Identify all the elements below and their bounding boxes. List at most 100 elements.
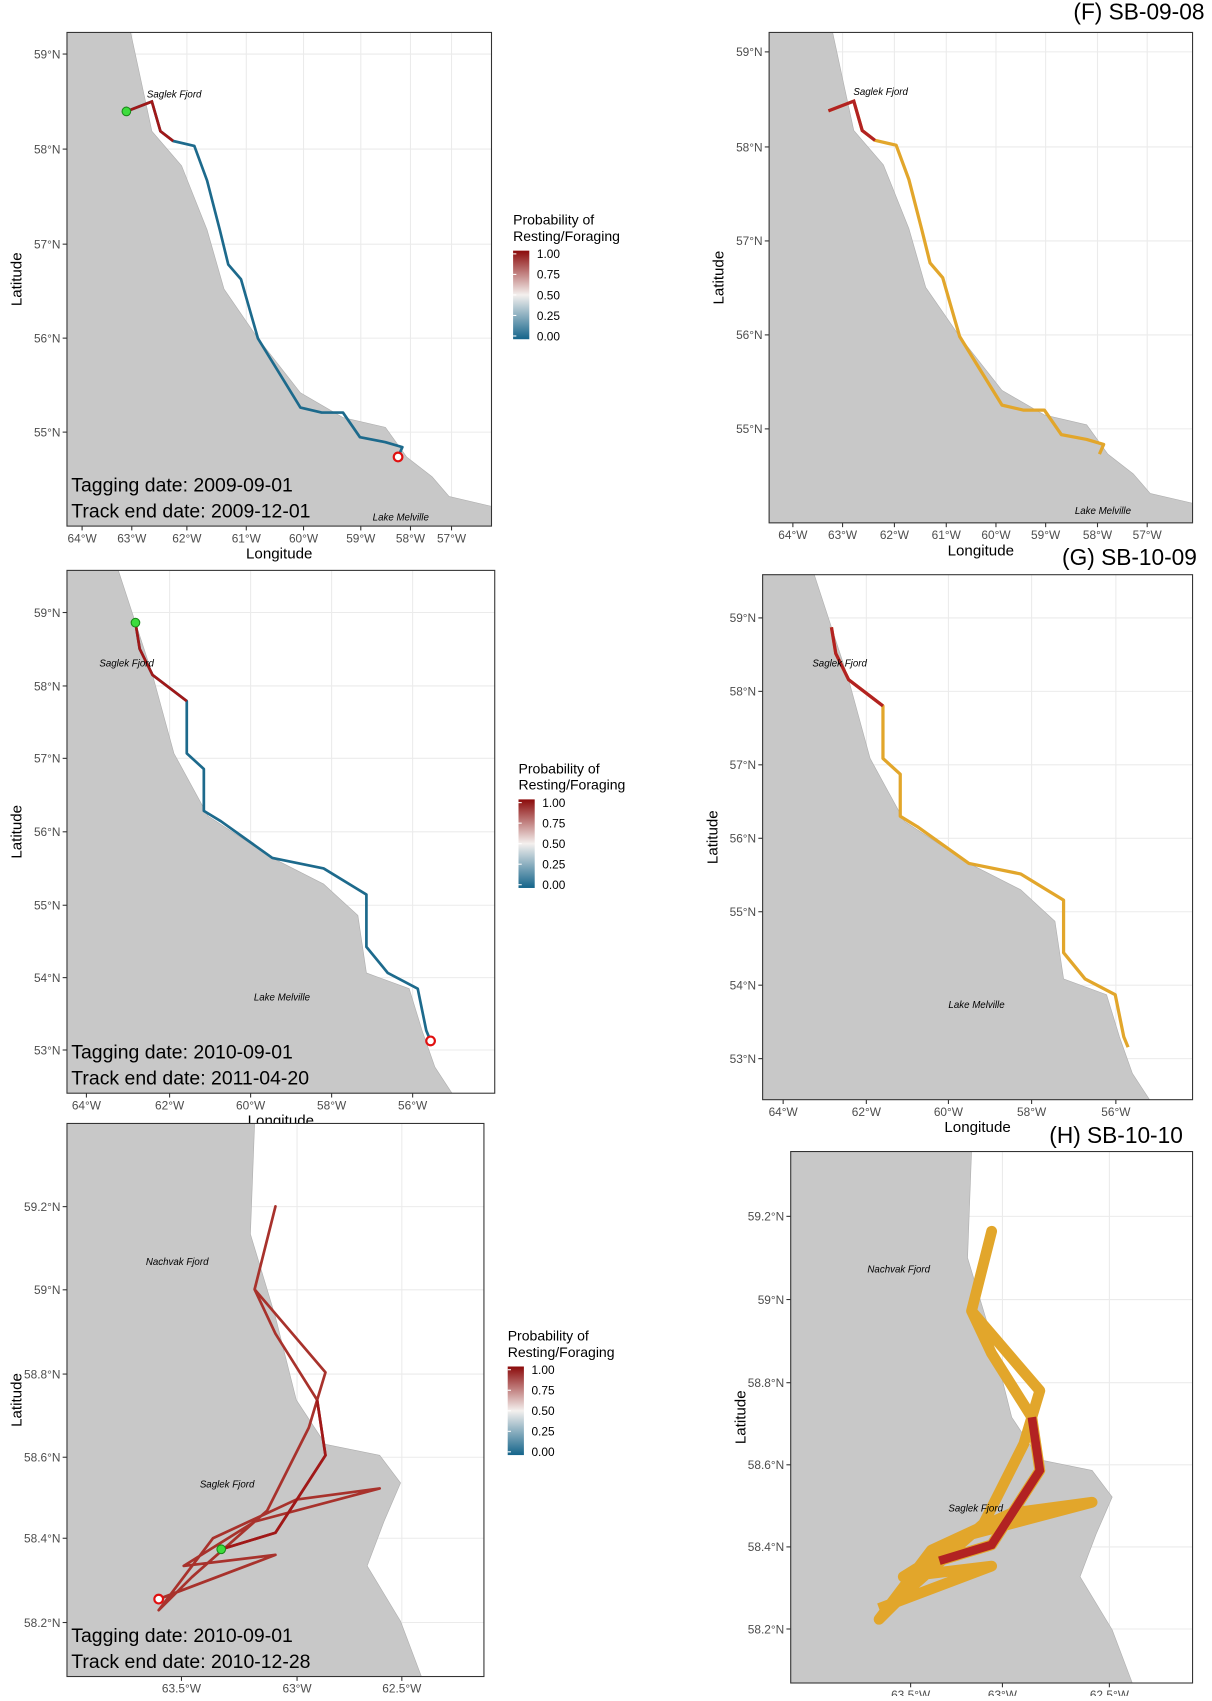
tagging-date: Tagging date: 2009-09-01 bbox=[71, 475, 293, 497]
x-tick-label: 63°W bbox=[828, 528, 858, 542]
x-tick-label: 56°W bbox=[1101, 1105, 1131, 1119]
colorbar-label: 1.00 bbox=[531, 1363, 555, 1377]
x-tick-label: 58°W bbox=[317, 1098, 347, 1112]
track-end-date: Track end date: 2011-04-20 bbox=[71, 1068, 309, 1090]
x-tick-label: 62°W bbox=[155, 1098, 185, 1112]
y-tick-label: 58.2°N bbox=[748, 1622, 784, 1636]
legend-title: Resting/Foraging bbox=[519, 777, 626, 793]
y-axis-label: Latitude bbox=[732, 1390, 749, 1444]
x-tick-label: 63°W bbox=[117, 531, 147, 545]
colorbar-label: 0.00 bbox=[542, 878, 566, 892]
colorbar-label: 0.25 bbox=[531, 1425, 555, 1439]
x-tick-label: 62°W bbox=[852, 1105, 882, 1119]
y-tick-label: 58.8°N bbox=[748, 1376, 784, 1390]
y-tick-label: 57°N bbox=[34, 237, 61, 251]
y-axis-label: Latitude bbox=[704, 810, 721, 864]
y-tick-label: 56°N bbox=[34, 331, 61, 345]
y-tick-label: 58.6°N bbox=[748, 1458, 784, 1472]
x-tick-label: 62°W bbox=[880, 528, 910, 542]
x-tick-label: 60°W bbox=[934, 1105, 964, 1119]
x-tick-label: 58°W bbox=[396, 531, 426, 545]
y-tick-label: 56°N bbox=[730, 832, 757, 846]
y-tick-label: 59°N bbox=[758, 1293, 785, 1307]
y-tick-label: 55°N bbox=[34, 425, 61, 439]
x-tick-label: 61°W bbox=[932, 528, 962, 542]
colorbar-label: 0.25 bbox=[537, 309, 561, 323]
x-tick-label: 63°W bbox=[988, 1688, 1018, 1696]
y-tick-label: 55°N bbox=[736, 422, 763, 436]
y-tick-label: 59°N bbox=[34, 1283, 61, 1297]
place-label: Lake Melville bbox=[254, 992, 311, 1003]
x-tick-label: 61°W bbox=[232, 531, 262, 545]
colorbar-label: 0.75 bbox=[531, 1384, 555, 1398]
y-tick-label: 59°N bbox=[34, 47, 61, 61]
tagging-date: Tagging date: 2010-09-01 bbox=[71, 1625, 293, 1647]
track-end-date: Track end date: 2009-12-01 bbox=[71, 500, 310, 522]
x-tick-label: 62.5°W bbox=[1090, 1688, 1130, 1696]
start-point bbox=[217, 1545, 226, 1554]
x-tick-label: 64°W bbox=[769, 1105, 799, 1119]
colorbar-label: 0.00 bbox=[537, 329, 561, 343]
colorbar-label: 0.50 bbox=[531, 1404, 555, 1418]
panel-title: (F) SB-09-08 bbox=[1073, 0, 1204, 24]
y-axis-label: Latitude bbox=[9, 1373, 26, 1427]
place-label: Saglek Fjord bbox=[812, 659, 867, 670]
x-tick-label: 64°W bbox=[68, 531, 98, 545]
x-tick-label: 56°W bbox=[398, 1098, 428, 1112]
y-axis-label: Latitude bbox=[9, 252, 26, 306]
y-tick-label: 53°N bbox=[730, 1052, 757, 1066]
place-label: Lake Melville bbox=[373, 513, 430, 524]
x-axis-label: Longitude bbox=[944, 1119, 1010, 1136]
y-tick-label: 58.2°N bbox=[24, 1616, 60, 1630]
place-label: Nachvak Fjord bbox=[867, 1265, 930, 1276]
y-tick-label: 54°N bbox=[34, 971, 61, 985]
place-label: Saglek Fjord bbox=[200, 1479, 255, 1490]
x-tick-label: 60°W bbox=[236, 1098, 266, 1112]
y-tick-label: 56°N bbox=[34, 825, 61, 839]
y-tick-label: 58°N bbox=[736, 140, 763, 154]
y-tick-label: 58°N bbox=[730, 685, 757, 699]
place-label: Nachvak Fjord bbox=[146, 1257, 209, 1268]
track-end-date: Track end date: 2010-12-28 bbox=[71, 1651, 310, 1673]
y-tick-label: 59°N bbox=[730, 611, 757, 625]
x-tick-label: 63.5°W bbox=[891, 1688, 931, 1696]
x-axis-label: Longitude bbox=[246, 546, 312, 563]
colorbar-label: 0.50 bbox=[537, 288, 561, 302]
y-tick-label: 56°N bbox=[736, 328, 763, 342]
end-point bbox=[426, 1037, 435, 1046]
y-tick-label: 58°N bbox=[34, 679, 61, 693]
legend-title: Probability of bbox=[513, 212, 594, 228]
place-label: Saglek Fjord bbox=[99, 659, 154, 670]
y-axis-label: Latitude bbox=[9, 805, 26, 859]
start-point bbox=[131, 618, 140, 627]
tagging-date: Tagging date: 2010-09-01 bbox=[71, 1042, 293, 1064]
x-tick-label: 58°W bbox=[1017, 1105, 1047, 1119]
legend-title: Probability of bbox=[519, 760, 600, 776]
x-tick-label: 64°W bbox=[72, 1098, 102, 1112]
y-tick-label: 57°N bbox=[736, 234, 763, 248]
colorbar-label: 0.00 bbox=[531, 1445, 555, 1459]
place-label: Saglek Fjord bbox=[147, 89, 202, 100]
x-tick-label: 60°W bbox=[981, 528, 1011, 542]
y-tick-label: 53°N bbox=[34, 1043, 61, 1057]
place-label: Lake Melville bbox=[948, 1000, 1005, 1011]
y-tick-label: 55°N bbox=[34, 899, 61, 913]
x-tick-label: 59°W bbox=[346, 531, 376, 545]
x-tick-label: 57°W bbox=[437, 531, 467, 545]
y-tick-label: 58°N bbox=[34, 142, 61, 156]
x-tick-label: 62°W bbox=[172, 531, 202, 545]
y-axis-label: Latitude bbox=[711, 251, 728, 305]
y-tick-label: 54°N bbox=[730, 979, 757, 993]
x-tick-label: 62.5°W bbox=[382, 1682, 422, 1696]
panel-title: (H) SB-10-10 bbox=[1049, 1122, 1183, 1148]
y-tick-label: 59°N bbox=[34, 606, 61, 620]
x-tick-label: 64°W bbox=[778, 528, 808, 542]
x-tick-label: 63°W bbox=[282, 1682, 312, 1696]
y-tick-label: 57°N bbox=[730, 758, 757, 772]
